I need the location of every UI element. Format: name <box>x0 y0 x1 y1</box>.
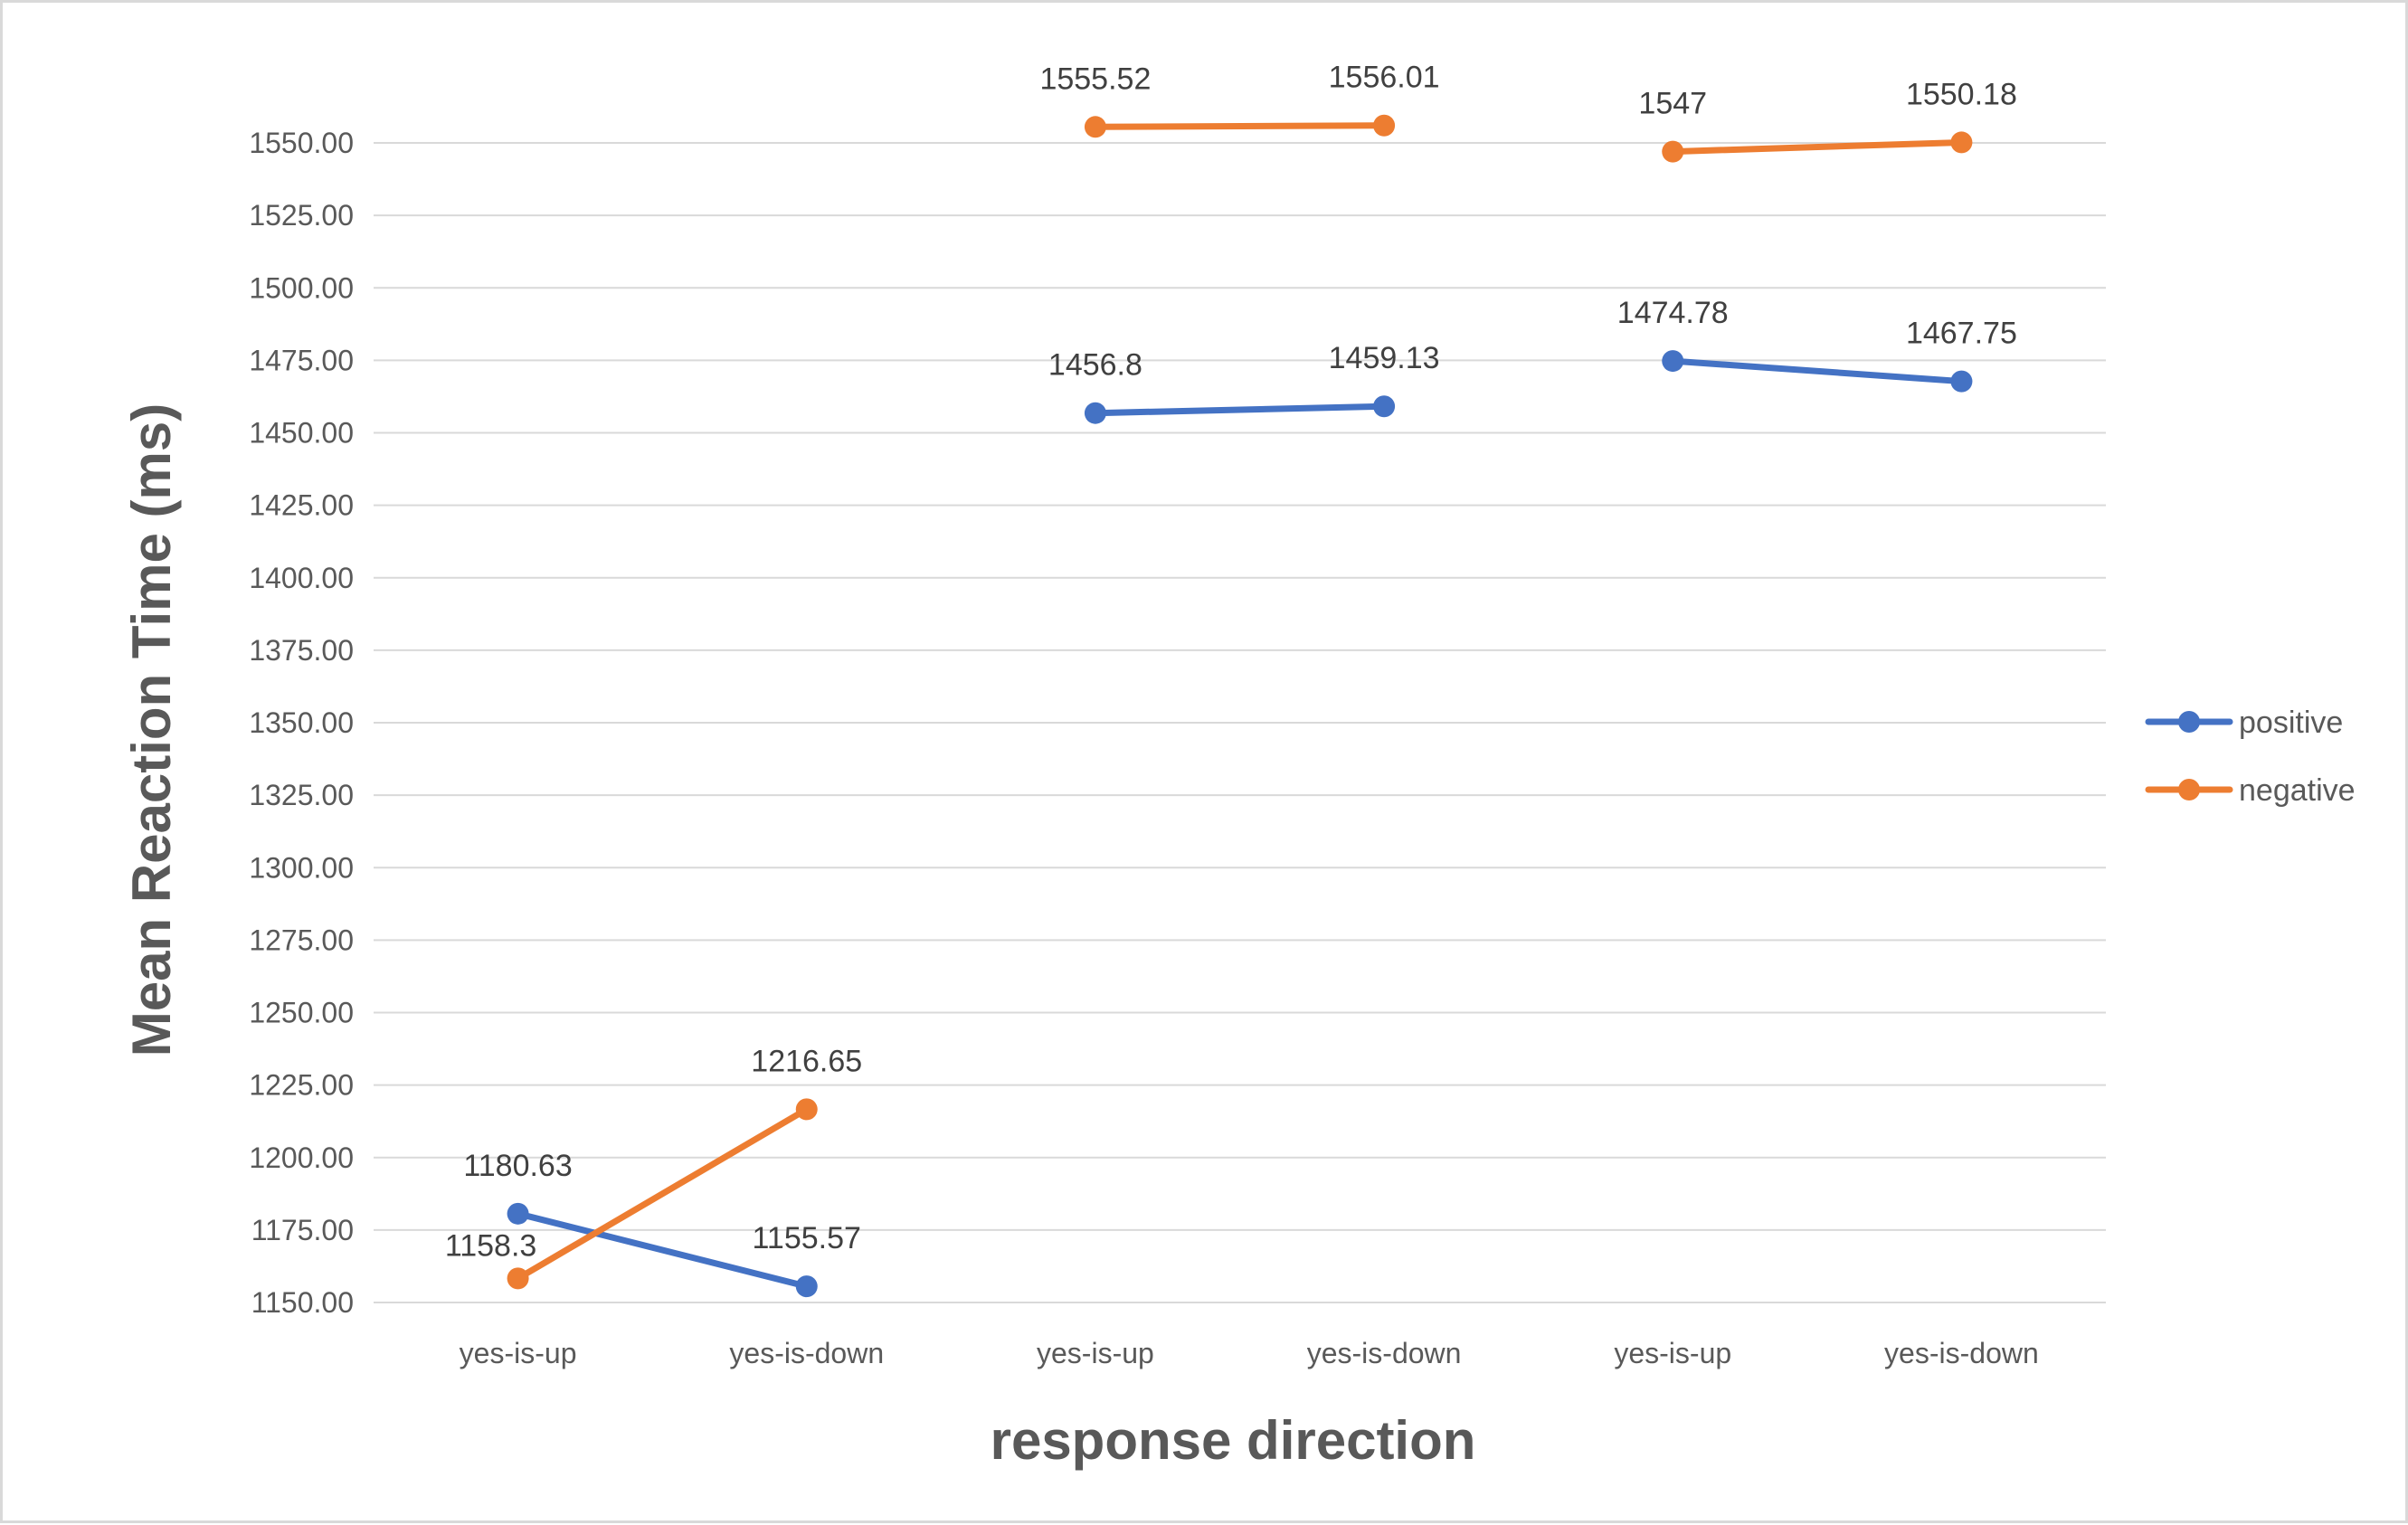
y-tick-label: 1225.00 <box>249 1069 354 1102</box>
data-label-negative: 1158.3 <box>445 1228 536 1263</box>
data-label-negative: 1550.18 <box>1906 77 2017 111</box>
y-tick-label: 1175.00 <box>251 1214 354 1246</box>
gridlines <box>374 142 2106 1303</box>
x-tick-label: yes-is-up <box>1614 1337 1731 1369</box>
data-label-positive: 1180.63 <box>463 1149 572 1183</box>
data-point-negative <box>507 1267 529 1290</box>
legend-label-negative: negative <box>2239 773 2356 808</box>
x-tick-label: yes-is-up <box>460 1337 577 1369</box>
y-tick-label: 1450.00 <box>249 417 354 450</box>
y-axis-tick-labels: 1150.00 1175.00 1200.00 1225.00 1250.00 1275.… <box>249 127 354 1319</box>
data-point-negative <box>1950 131 1973 154</box>
x-tick-label: yes-is-up <box>1037 1337 1154 1369</box>
y-tick-label: 1350.00 <box>249 706 354 739</box>
y-tick-label: 1475.00 <box>249 344 354 376</box>
series-line-positive <box>515 1210 811 1290</box>
legend-marker-negative <box>2178 779 2200 800</box>
data-point-negative <box>1084 116 1106 138</box>
y-tick-label: 1250.00 <box>249 997 354 1029</box>
y-tick-label: 1425.00 <box>249 489 354 522</box>
series-negative <box>507 114 1973 1290</box>
data-label-negative: 1555.52 <box>1039 62 1151 96</box>
data-label-positive: 1467.75 <box>1906 317 2017 351</box>
data-labels: 1180.63 1155.57 1456.8 1459.13 1474.78 1467.7… <box>445 61 2017 1264</box>
data-point-negative <box>1662 140 1684 163</box>
y-tick-label: 1375.00 <box>249 634 354 667</box>
data-label-positive: 1459.13 <box>1329 341 1440 375</box>
data-label-positive: 1474.78 <box>1617 296 1729 330</box>
x-tick-label: yes-is-down <box>729 1337 884 1369</box>
series-line-positive <box>1669 357 1965 385</box>
data-label-positive: 1456.8 <box>1048 348 1142 383</box>
legend-item-negative: negative <box>2145 773 2356 808</box>
line-chart: 1150.00 1175.00 1200.00 1225.00 1250.00 1275.… <box>121 61 2356 1471</box>
legend-item-positive: positive <box>2145 706 2343 740</box>
y-axis-title: Mean Reaction Time (ms) <box>121 403 182 1056</box>
data-point-positive <box>795 1275 818 1298</box>
data-point-negative <box>795 1098 818 1121</box>
data-point-positive <box>1084 402 1106 424</box>
x-axis-title: response direction <box>991 1410 1476 1471</box>
data-point-positive <box>1950 370 1973 393</box>
data-label-negative: 1547 <box>1638 87 1707 121</box>
y-tick-label: 1300.00 <box>249 851 354 884</box>
x-tick-label: yes-is-down <box>1884 1337 2039 1369</box>
y-tick-label: 1400.00 <box>249 562 354 594</box>
data-label-positive: 1155.57 <box>753 1221 861 1255</box>
series-line-negative <box>515 1105 811 1282</box>
y-tick-label: 1325.00 <box>249 779 354 811</box>
legend: positive negative <box>2145 706 2356 808</box>
y-tick-label: 1275.00 <box>249 924 354 956</box>
y-tick-label: 1500.00 <box>249 271 354 304</box>
series-line-negative <box>1092 122 1388 130</box>
data-point-positive <box>1373 395 1396 418</box>
series-line-positive <box>1092 403 1388 417</box>
series-line-negative <box>1669 138 1965 156</box>
data-point-positive <box>507 1202 529 1225</box>
x-tick-label: yes-is-down <box>1307 1337 1462 1369</box>
data-point-positive <box>1662 350 1684 373</box>
y-tick-label: 1550.00 <box>249 127 354 159</box>
legend-label-positive: positive <box>2239 706 2343 740</box>
y-tick-label: 1150.00 <box>251 1286 354 1319</box>
y-tick-label: 1525.00 <box>249 199 354 232</box>
legend-marker-positive <box>2178 711 2200 733</box>
data-series <box>507 114 1973 1298</box>
y-tick-label: 1200.00 <box>249 1141 354 1174</box>
x-axis-tick-labels: yes-is-up yes-is-down yes-is-up yes-is-down… <box>460 1337 2039 1369</box>
data-point-negative <box>1373 114 1396 137</box>
data-label-negative: 1216.65 <box>751 1044 862 1078</box>
series-positive <box>507 350 1973 1298</box>
data-label-negative: 1556.01 <box>1329 61 1440 95</box>
